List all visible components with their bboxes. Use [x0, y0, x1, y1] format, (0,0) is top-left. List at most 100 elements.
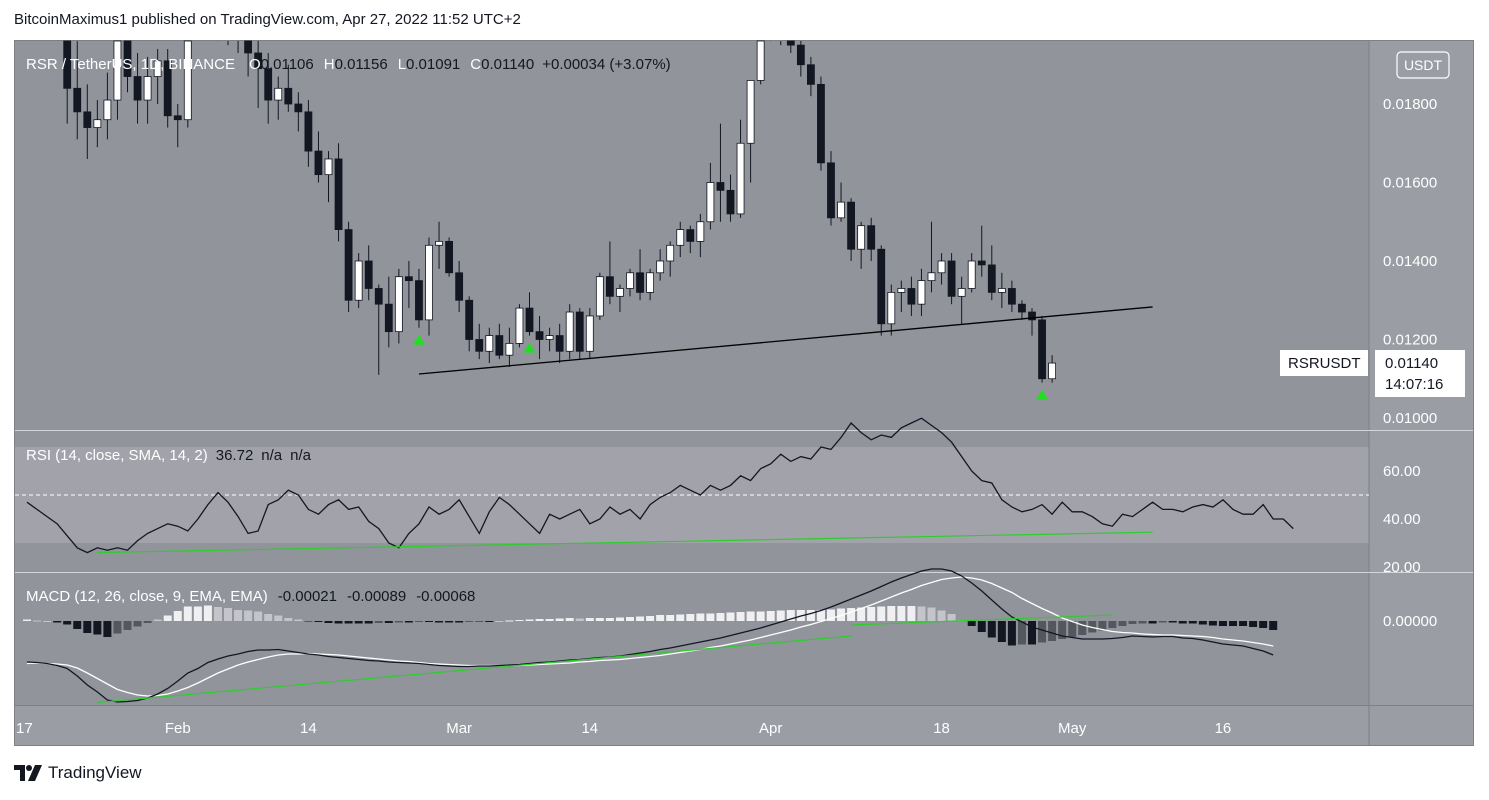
candle-body	[264, 68, 273, 101]
pivot-marker	[1036, 389, 1049, 400]
macd-hist-bar	[827, 609, 835, 621]
macd-hist-bar	[455, 621, 464, 623]
macd-hist-bar	[987, 621, 996, 638]
macd-hist-bar	[354, 621, 363, 624]
time-tick-label: Feb	[165, 720, 191, 737]
macd-hist-bar	[43, 621, 52, 622]
macd-hist-bar	[1269, 621, 1278, 630]
candle-body	[364, 260, 373, 289]
macd-hist-bar	[203, 605, 212, 621]
legend-c-val: 0.01140	[481, 56, 534, 73]
macd-hist-bar	[1058, 621, 1067, 639]
candle-body	[847, 201, 855, 250]
candle-body	[455, 272, 464, 301]
time-axis	[15, 706, 1369, 745]
candle-body	[646, 272, 654, 293]
rsi-legend-title: RSI (14, close, SMA, 14, 2)	[26, 447, 208, 464]
macd-hist-bar	[897, 606, 906, 621]
macd-hist-bar	[153, 619, 162, 621]
macd-hist-bar	[907, 606, 916, 621]
candle-body	[173, 115, 182, 121]
macd-support-line	[851, 614, 1113, 626]
macd-hist-bar	[445, 621, 454, 623]
candle-body	[63, 40, 72, 89]
macd-hist-bar	[1229, 621, 1237, 626]
macd-legend: MACD (12, 26, close, 9, EMA, EMA) -0.0002…	[26, 588, 475, 605]
macd-hist-bar	[294, 619, 303, 621]
macd-hist-bar	[133, 621, 142, 627]
candle-body	[133, 76, 142, 101]
macd-hist-bar	[23, 619, 31, 621]
candle-body	[143, 76, 152, 101]
candle-body	[505, 343, 514, 356]
macd-hist-bar	[837, 608, 846, 621]
rsi-ticks: 60.00 40.00 20.00	[1383, 463, 1421, 576]
macd-hist-bar	[63, 621, 72, 625]
candle-body	[937, 260, 946, 274]
symbol-tag-text: RSRUSDT	[1288, 355, 1361, 372]
candle-body	[716, 182, 725, 191]
candle-body	[817, 83, 825, 164]
candle-body	[425, 244, 433, 321]
candle-body	[746, 80, 755, 144]
macd-hist-bar	[1017, 621, 1026, 645]
macd-hist-bar	[1098, 621, 1107, 631]
macd-hist-bar	[1108, 621, 1117, 628]
price-tick-label: 0.01800	[1383, 96, 1437, 113]
macd-hist-bar	[1148, 621, 1157, 624]
legend-h-val: 0.01156	[335, 56, 388, 73]
macd-ticks: 0.00000	[1383, 613, 1437, 630]
macd-hist-bar	[193, 606, 202, 621]
candle-body	[656, 260, 665, 274]
macd-hist-bar	[1208, 621, 1217, 626]
tradingview-logo-icon	[14, 765, 42, 781]
candle-body	[113, 40, 122, 101]
candle-body	[354, 260, 363, 301]
price-tick-label: 0.01000	[1383, 410, 1437, 427]
macd-hist-bar	[1068, 621, 1077, 637]
pivot-marker	[412, 334, 425, 345]
macd-hist-bar	[615, 617, 624, 621]
legend-o-val: 0.01106	[261, 56, 314, 73]
macd-hist-bar	[344, 621, 353, 624]
candle-body	[827, 162, 835, 219]
macd-hist-bar	[495, 621, 504, 622]
macd-hist-bar	[183, 606, 192, 621]
macd-hist-bar	[1198, 621, 1207, 625]
macd-legend-title: MACD (12, 26, close, 9, EMA, EMA)	[26, 588, 268, 605]
macd-hist-bar	[555, 618, 564, 621]
macd-hist-bar	[234, 610, 243, 621]
macd-hist-bar	[83, 621, 92, 633]
macd-hist-bar	[605, 618, 614, 621]
candle-body	[606, 276, 614, 297]
rsi-tick-label: 40.00	[1383, 511, 1421, 528]
macd-hist-bar	[254, 611, 263, 621]
macd-hist-bar	[816, 610, 825, 621]
candle-body	[344, 229, 353, 301]
macd-hist-bar	[515, 620, 524, 621]
chart-canvas[interactable]: 0.01800 0.01600 0.01400 0.01200 0.01000 60.0…	[0, 0, 1489, 760]
time-tick-label: 18	[933, 720, 950, 737]
candle-body	[1018, 303, 1026, 313]
macd-hist-bar	[404, 621, 413, 623]
candle-body	[867, 225, 876, 250]
macd-hist-bar	[334, 621, 343, 624]
macd-hist-bar	[967, 621, 976, 626]
price-legend: RSR / TetherUS, 1D, BINANCE O0.01106 H0.01…	[26, 56, 671, 73]
candle-body	[83, 111, 92, 128]
macd-hist-bar	[324, 621, 333, 623]
macd-hist-bar	[887, 606, 896, 621]
macd-legend-signal: -0.00089	[347, 588, 406, 605]
rsi-legend-value: 36.72	[216, 447, 254, 464]
macd-hist-bar	[485, 621, 494, 622]
macd-hist-bar	[465, 621, 474, 622]
rsi-tick-label: 60.00	[1383, 463, 1421, 480]
currency-badge[interactable]	[1396, 51, 1450, 79]
macd-hist-bar	[997, 621, 1006, 642]
macd-hist-bar	[636, 616, 645, 621]
candle-body	[294, 103, 303, 113]
rsi-support-line	[97, 531, 1153, 554]
price-tick-label: 0.01400	[1383, 253, 1437, 270]
macd-hist-bar	[113, 621, 122, 634]
macd-hist-bar	[746, 611, 755, 621]
